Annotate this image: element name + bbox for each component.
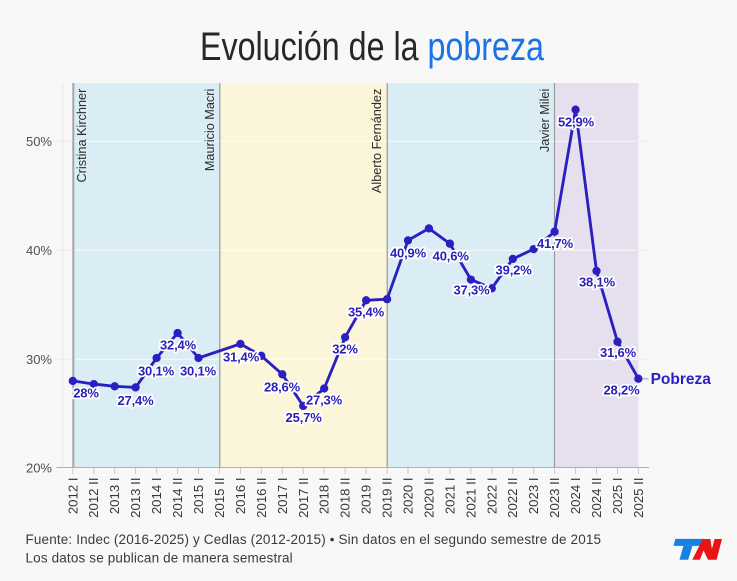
svg-text:32%: 32%: [332, 342, 358, 357]
svg-text:40,6%: 40,6%: [433, 249, 470, 264]
svg-text:Fuente: Indec (2016-2025) y Ce: Fuente: Indec (2016-2025) y Cedlas (2012…: [26, 532, 602, 547]
svg-text:2016 I: 2016 I: [233, 478, 248, 515]
svg-text:2018 II: 2018 II: [338, 478, 353, 518]
svg-text:32,4%: 32,4%: [160, 338, 197, 353]
svg-text:2025 I: 2025 I: [610, 478, 625, 515]
svg-text:2022 I: 2022 I: [484, 478, 499, 515]
svg-text:Mauricio Macri: Mauricio Macri: [203, 89, 217, 171]
svg-text:Evolución de la pobreza: Evolución de la pobreza: [200, 24, 545, 69]
svg-text:41,7%: 41,7%: [537, 236, 574, 251]
svg-text:2023 I: 2023 I: [526, 478, 541, 515]
svg-text:2013 I: 2013 I: [107, 478, 122, 515]
svg-text:28,2%: 28,2%: [603, 382, 640, 397]
svg-text:2023 II: 2023 II: [547, 478, 562, 518]
svg-text:31,4%: 31,4%: [223, 350, 260, 365]
svg-text:31,6%: 31,6%: [600, 345, 637, 360]
svg-text:27,4%: 27,4%: [117, 393, 154, 408]
svg-text:2020 I: 2020 I: [401, 478, 416, 515]
svg-text:2017 I: 2017 I: [275, 478, 290, 515]
svg-text:2015 I: 2015 I: [191, 478, 206, 515]
svg-text:Pobreza: Pobreza: [651, 371, 712, 388]
svg-text:Javier Milei: Javier Milei: [538, 89, 552, 152]
svg-text:2015 II: 2015 II: [212, 478, 227, 518]
svg-text:Alberto Fernández: Alberto Fernández: [370, 89, 384, 193]
svg-text:2019 II: 2019 II: [380, 478, 395, 518]
svg-text:2025 II: 2025 II: [631, 478, 646, 518]
svg-text:40%: 40%: [26, 243, 52, 258]
svg-text:25,7%: 25,7%: [286, 410, 323, 425]
svg-text:50%: 50%: [26, 134, 52, 149]
svg-text:30%: 30%: [26, 352, 52, 367]
svg-text:2021 I: 2021 I: [442, 478, 457, 515]
svg-text:2024 II: 2024 II: [589, 478, 604, 518]
svg-text:38,1%: 38,1%: [579, 275, 616, 290]
svg-text:2021 II: 2021 II: [463, 478, 478, 518]
svg-text:2017 II: 2017 II: [296, 478, 311, 518]
svg-text:2019 I: 2019 I: [359, 478, 374, 515]
svg-text:2013 II: 2013 II: [128, 478, 143, 518]
svg-text:30,1%: 30,1%: [180, 363, 217, 378]
svg-text:35,4%: 35,4%: [348, 305, 385, 320]
svg-text:2018 I: 2018 I: [317, 478, 332, 515]
svg-text:2020 II: 2020 II: [421, 478, 436, 518]
svg-text:2024 I: 2024 I: [568, 478, 583, 515]
svg-text:Cristina Kirchner: Cristina Kirchner: [75, 88, 89, 183]
svg-text:2014 I: 2014 I: [149, 478, 164, 515]
svg-text:2022 II: 2022 II: [505, 478, 520, 518]
svg-text:37,3%: 37,3%: [453, 283, 490, 298]
svg-text:27,3%: 27,3%: [306, 393, 343, 408]
svg-text:2012 I: 2012 I: [65, 478, 80, 515]
svg-text:Los datos se publican de maner: Los datos se publican de manera semestra…: [26, 551, 293, 566]
svg-text:52,9%: 52,9%: [558, 114, 595, 129]
svg-text:28%: 28%: [73, 385, 99, 400]
svg-text:39,2%: 39,2%: [496, 263, 533, 278]
svg-text:40,9%: 40,9%: [390, 246, 427, 261]
svg-text:2016 II: 2016 II: [254, 478, 269, 518]
svg-text:30,1%: 30,1%: [138, 363, 175, 378]
svg-text:2012 II: 2012 II: [86, 478, 101, 518]
svg-text:2014 II: 2014 II: [170, 478, 185, 518]
svg-text:20%: 20%: [26, 460, 52, 475]
svg-text:28,6%: 28,6%: [264, 380, 301, 395]
